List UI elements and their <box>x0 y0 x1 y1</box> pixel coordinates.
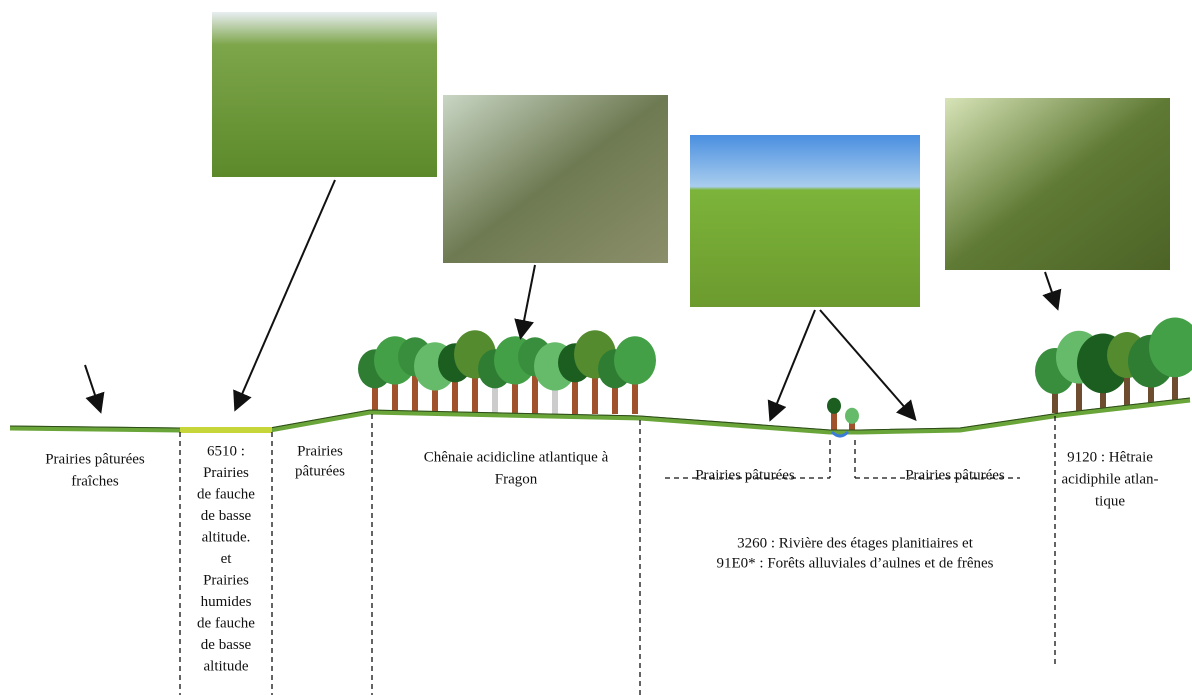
zone-label: Fragon <box>495 471 538 487</box>
arrow <box>84 364 105 414</box>
photo <box>945 98 1170 270</box>
trunk <box>432 379 438 414</box>
trunk <box>1124 367 1130 407</box>
trunk <box>612 379 618 414</box>
zone-label: acidiphile atlan- <box>1061 471 1158 487</box>
canopy <box>827 397 841 414</box>
trunk <box>1148 375 1154 405</box>
trunk <box>552 379 558 414</box>
photo <box>690 135 920 307</box>
zone-label: 91E0* : Forêts alluviales d’aulnes et de… <box>716 555 993 571</box>
canopy <box>845 407 859 424</box>
zone-label: humides <box>201 594 252 610</box>
zone-label: pâturées <box>295 463 345 479</box>
zone-label: Prairies pâturées <box>905 467 1005 483</box>
trunk <box>532 367 538 414</box>
zone-label: Prairies <box>297 443 343 459</box>
trunk <box>831 410 837 432</box>
zone-label: fraîches <box>71 473 119 489</box>
photo <box>443 95 668 263</box>
zone-label: et <box>221 551 233 567</box>
zone-label: altitude <box>204 658 249 674</box>
trunk <box>412 367 418 414</box>
ground-edge <box>9 397 1191 431</box>
zone-label: Chênaie acidicline atlantique à <box>424 449 609 465</box>
zone-label: 6510 : <box>207 443 245 459</box>
zone-label: altitude. <box>202 529 251 545</box>
trunk <box>592 367 598 414</box>
trunk <box>372 379 378 414</box>
trunk <box>849 420 855 432</box>
trunk <box>1100 379 1106 409</box>
arrow <box>1042 271 1062 311</box>
canopy <box>614 336 656 385</box>
zone-label: Prairies <box>203 572 249 588</box>
trunk <box>572 373 578 414</box>
trunk <box>452 373 458 414</box>
arrow <box>233 179 336 412</box>
arrow <box>514 264 536 340</box>
trees <box>358 317 1192 432</box>
trunk <box>632 373 638 414</box>
arrow <box>767 309 816 422</box>
zone-label: de fauche <box>197 615 255 631</box>
zone-label: 3260 : Rivière des étages planitiaires e… <box>737 535 974 551</box>
dividers <box>179 414 1056 695</box>
trunk <box>1052 383 1058 413</box>
canopy <box>1149 317 1192 378</box>
zone-label: de basse <box>201 508 252 524</box>
zone-label: tique <box>1095 493 1125 509</box>
trunk <box>512 373 518 414</box>
zone-label: de fauche <box>197 486 255 502</box>
trunk <box>1076 371 1082 411</box>
zone-label: de basse <box>201 637 252 653</box>
trunk <box>392 373 398 414</box>
photo <box>212 12 437 177</box>
zone-label: Prairies pâturées <box>45 451 145 467</box>
zone-label: Prairies pâturées <box>695 467 795 483</box>
arrow <box>819 309 917 422</box>
trunk <box>492 379 498 414</box>
zone-label: Prairies <box>203 465 249 481</box>
river <box>830 430 850 438</box>
trunk <box>472 367 478 414</box>
zone-label: 9120 : Hêtraie <box>1067 449 1153 465</box>
trunk <box>1172 363 1178 403</box>
